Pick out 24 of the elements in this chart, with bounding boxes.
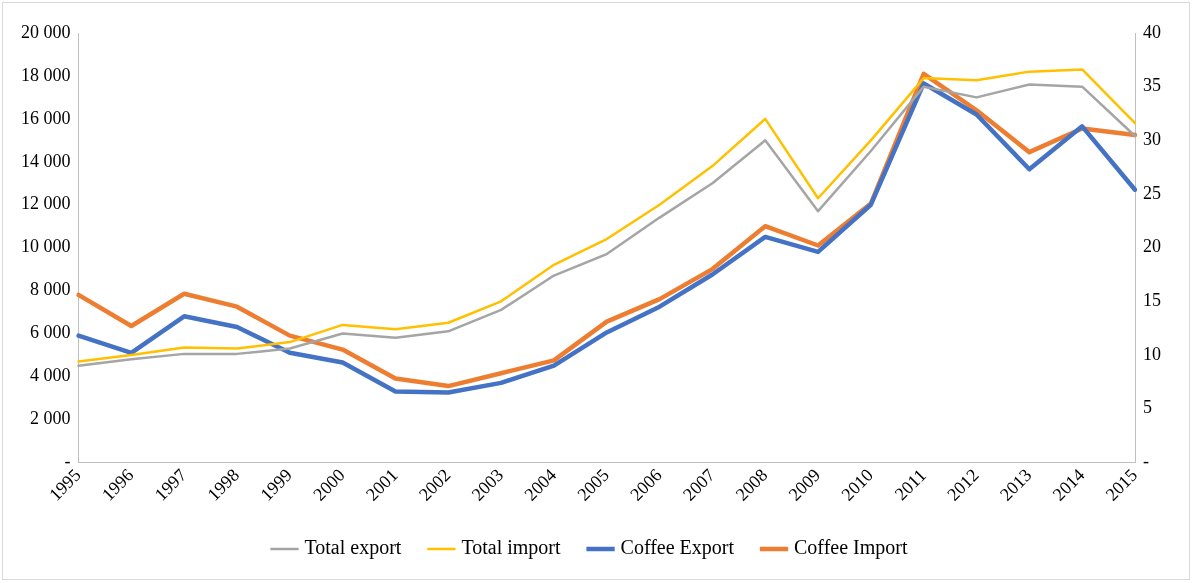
y2-tick-label: 15: [1143, 290, 1161, 311]
y2-tick-label: 30: [1143, 129, 1161, 150]
y-tick-label: 12 000: [21, 193, 71, 214]
y-tick-label: 20 000: [21, 21, 71, 42]
y-tick-label: 16 000: [21, 107, 71, 128]
y2-tick-label: 40: [1143, 21, 1161, 42]
y2-tick-label: -: [1143, 451, 1149, 472]
y-tick-label: 10 000: [21, 236, 71, 257]
y-tick-label: 2 000: [30, 408, 71, 429]
y-tick-label: 4 000: [30, 365, 71, 386]
legend-label: Total import: [461, 536, 561, 560]
y-tick-label: 14 000: [21, 150, 71, 171]
y-tick-label: 18 000: [21, 64, 71, 85]
legend-label: Coffee Import: [794, 536, 908, 560]
y2-tick-label: 5: [1143, 397, 1152, 418]
legend-label: Total export: [304, 536, 402, 560]
y-tick-label: -: [64, 451, 71, 472]
y-tick-label: 6 000: [30, 322, 71, 343]
y2-tick-label: 10: [1143, 343, 1161, 364]
y2-tick-label: 35: [1143, 75, 1161, 96]
y-tick-label: 8 000: [30, 279, 71, 300]
legend-label: Coffee Export: [620, 536, 735, 560]
y2-tick-label: 20: [1143, 236, 1161, 257]
y2-tick-label: 25: [1143, 182, 1161, 203]
